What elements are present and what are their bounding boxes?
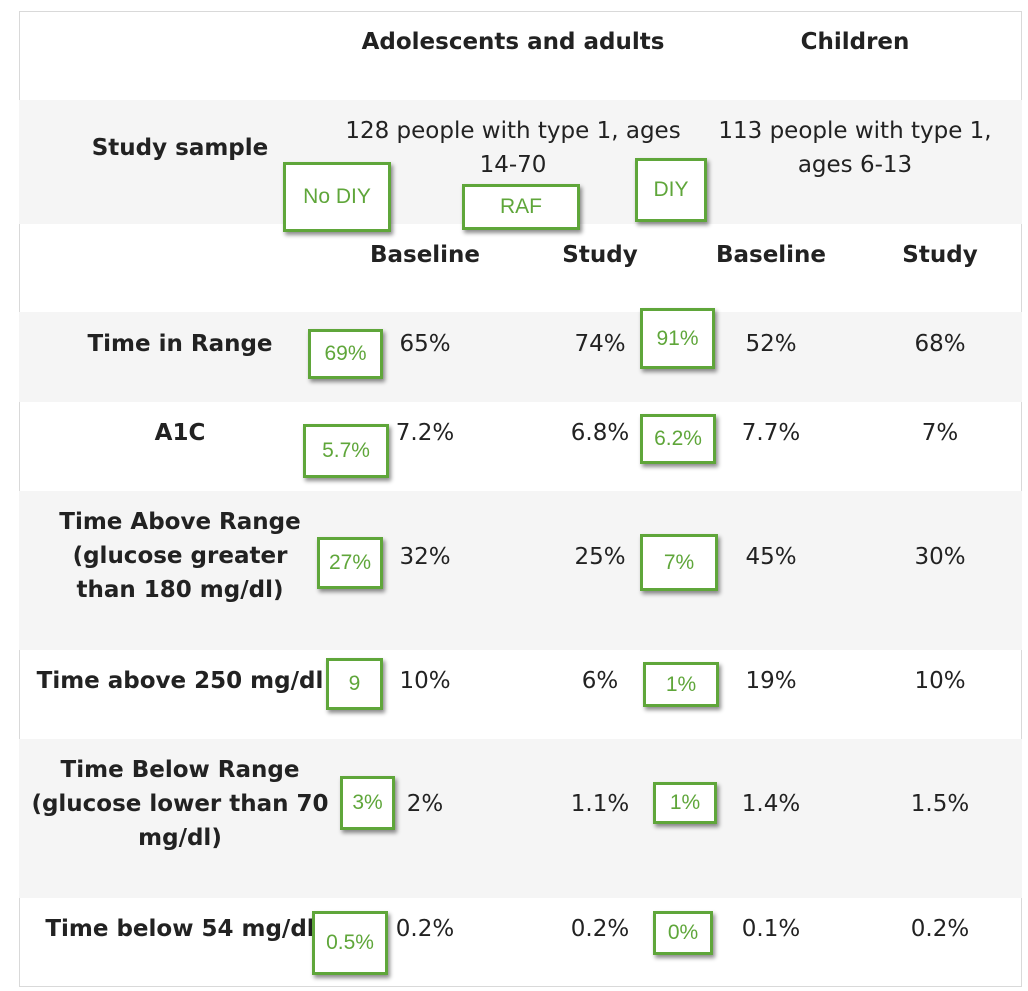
row-label-time-below-range-line1: Time Below Range <box>60 757 300 783</box>
no-diy-value: 0.5% <box>312 911 388 975</box>
row-label-time-below-range-line2: (glucose lower than 70 <box>31 791 329 817</box>
cell-baseline-adults: 10% <box>399 668 451 694</box>
cell-baseline-children: 7.7% <box>741 420 801 446</box>
cell-study-children: 1.5% <box>910 791 970 817</box>
cell-baseline-adults: 32% <box>399 544 451 570</box>
diy-value: 7% <box>640 534 718 591</box>
cell-study-adults: 1.1% <box>570 791 630 817</box>
sample-adults-line1: 128 people with type 1, ages <box>345 118 681 144</box>
diy-value: 1% <box>643 662 719 707</box>
col-header-baseline-adults: Baseline <box>369 242 481 268</box>
no-diy-value: 5.7% <box>303 424 389 478</box>
col-header-study-children: Study <box>902 242 978 268</box>
diy-value: 91% <box>640 308 715 369</box>
cell-baseline-adults: 65% <box>399 331 451 357</box>
cell-baseline-adults: 2% <box>406 791 444 817</box>
group-header-children: Children <box>800 29 910 55</box>
row-band-time-below-range <box>19 739 1022 898</box>
cell-study-children: 7% <box>921 420 959 446</box>
cell-baseline-children: 45% <box>745 544 797 570</box>
raf-label: RAF <box>462 184 580 230</box>
cell-baseline-adults: 7.2% <box>395 420 455 446</box>
sample-children-line1: 113 people with type 1, <box>718 118 992 144</box>
row-band-time-in-range <box>19 312 1022 402</box>
row-label-time-below-54: Time below 54 mg/dl <box>45 916 315 942</box>
cell-study-adults: 6% <box>581 668 619 694</box>
sample-children-line2: ages 6-13 <box>797 152 913 178</box>
row-label-time-above-range-line3: than 180 mg/dl) <box>76 577 284 603</box>
diy-label: DIY <box>635 158 707 222</box>
no-diy-value: 3% <box>340 776 395 830</box>
no-diy-label: No DIY <box>283 162 391 232</box>
diy-value: 6.2% <box>640 414 716 464</box>
row-label-time-below-range-line3: mg/dl) <box>138 825 222 851</box>
row-label-a1c: A1C <box>154 420 206 446</box>
cell-study-children: 0.2% <box>910 916 970 942</box>
diy-value: 0% <box>653 911 713 955</box>
row-label-time-above-range-line1: Time Above Range <box>59 509 301 535</box>
cell-study-children: 10% <box>914 668 966 694</box>
col-header-study-adults: Study <box>562 242 638 268</box>
sample-adults-line2: 14-70 <box>479 152 547 178</box>
cell-study-children: 30% <box>914 544 966 570</box>
cell-study-children: 68% <box>914 331 966 357</box>
cell-study-adults: 25% <box>574 544 626 570</box>
cell-baseline-children: 0.1% <box>741 916 801 942</box>
group-header-adults: Adolescents and adults <box>361 29 665 55</box>
col-header-baseline-children: Baseline <box>715 242 827 268</box>
cell-baseline-children: 19% <box>745 668 797 694</box>
no-diy-value: 9 <box>326 658 383 710</box>
cell-study-adults: 74% <box>574 331 626 357</box>
cell-baseline-children: 52% <box>745 331 797 357</box>
row-label-time-above-range-line2: (glucose greater <box>72 543 288 569</box>
cell-baseline-adults: 0.2% <box>395 916 455 942</box>
cell-study-adults: 6.8% <box>570 420 630 446</box>
cell-study-adults: 0.2% <box>570 916 630 942</box>
diy-value: 1% <box>653 782 717 824</box>
row-label-time-in-range: Time in Range <box>87 331 273 357</box>
row-band-time-above-range <box>19 491 1022 650</box>
cell-baseline-children: 1.4% <box>741 791 801 817</box>
study-sample-label: Study sample <box>91 135 269 161</box>
no-diy-value: 27% <box>317 537 383 589</box>
row-label-time-above-250: Time above 250 mg/dl <box>36 668 324 694</box>
no-diy-value: 69% <box>308 329 383 379</box>
